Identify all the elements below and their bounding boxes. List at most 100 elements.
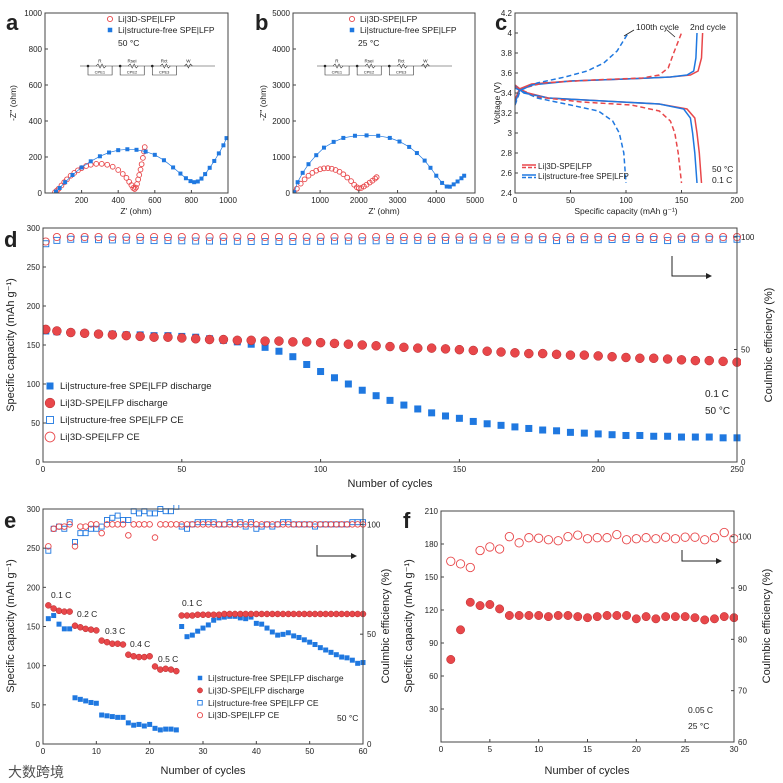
data-point [704,355,714,366]
data-point [612,529,622,540]
data-point [455,414,463,422]
data-point [524,348,534,359]
y2-tick-label: 70 [738,687,747,696]
series-li-3d-spe-lfp-discharge [446,597,738,664]
data-point [290,521,297,528]
data-point [321,165,327,172]
data-point [301,521,308,528]
data-point [670,534,681,544]
data-point [459,176,464,181]
data-point [61,525,68,532]
resistor-icon [332,63,344,69]
data-point [98,529,105,537]
cpe-branch [324,66,350,76]
annotation: 2nd cycle [690,22,726,32]
data-point [72,695,78,701]
x-tick-label: 10 [534,745,543,754]
resistor-icon [397,63,408,69]
series-li-structure-free-spe-lfp-ce [43,235,741,248]
data-point [352,133,357,138]
data-point [635,353,645,364]
x-tick-label: 40 [252,747,261,756]
data-point [635,232,644,242]
data-point [329,338,340,349]
series-line [515,85,698,184]
data-point [497,421,505,429]
data-point [428,409,436,417]
series-layer [515,32,704,184]
data-point [442,412,450,420]
data-point [387,135,392,140]
data-point [164,237,172,245]
data-point [371,341,381,351]
data-point [192,237,200,245]
resistor-icon [364,63,376,69]
data-point [146,510,153,517]
data-point [66,327,76,338]
data-point [53,236,61,244]
resistor-icon [127,63,139,69]
data-point [107,330,118,340]
y2-tick-label: 100 [741,233,755,242]
data-point [122,236,130,244]
data-point [200,625,206,631]
data-point [79,165,84,170]
data-point [427,232,436,242]
annotation: 25 °C [358,38,379,48]
x-tick-label: 15 [583,745,592,754]
data-point [594,430,602,438]
cpe-branch [87,66,113,76]
annotation: 0.3 C [105,626,125,636]
series-layer [293,133,467,193]
series-li-3d-spe-lfp-ce [446,527,738,573]
data-point [246,335,256,346]
circuit-label: R [335,59,339,64]
data-point [534,611,544,620]
legend-marker [197,675,203,681]
data-point [133,184,139,191]
data-point [358,386,366,394]
y-tick-label: 180 [425,540,439,549]
x-tick-label: 1000 [311,196,329,205]
series-line [55,137,227,192]
data-point [72,538,78,545]
x-tick-label: 50 [305,747,314,756]
data-point [137,166,144,173]
data-point [119,641,127,648]
y-tick-label: 300 [27,505,41,514]
y-tick-label: 250 [27,544,41,553]
data-point [400,237,408,245]
series-line [515,86,683,184]
data-point [261,232,270,242]
x-tick-label: 150 [675,196,689,205]
data-point [440,180,445,185]
x-tick-label: 30 [199,747,208,756]
data-point [98,160,105,167]
data-point [285,630,291,636]
data-point [422,158,427,163]
x-tick-label: 0 [513,196,518,205]
data-point [321,145,326,150]
x-tick-label: 4000 [427,196,445,205]
circuit-label: Rct [161,59,168,64]
data-point [414,236,422,244]
legend-marker [349,27,355,33]
data-point [87,626,95,633]
data-point [710,614,719,624]
x-tick-label: 100 [619,196,633,205]
arrow-right-icon [681,550,717,562]
y2-axis-title: Coulmbic efficiency (%) [761,569,773,684]
data-point [233,237,241,245]
data-point [510,232,519,242]
data-point [45,543,52,550]
resistor-icon [95,63,107,69]
panel-b: b 1000 2000 3000 4000 5000 0 1000 2000 3000 4000 50… [255,9,484,216]
data-point [483,236,491,244]
data-point [594,232,603,242]
x-tick-label: 250 [730,465,744,474]
data-point [190,334,201,344]
data-point [77,523,84,530]
series-li-structure-free-spe-lfp-2nd-discharge [515,85,698,184]
series-li-3d-spe-lfp-2nd-charge [515,32,704,101]
x-tick-label: 5000 [466,196,484,205]
